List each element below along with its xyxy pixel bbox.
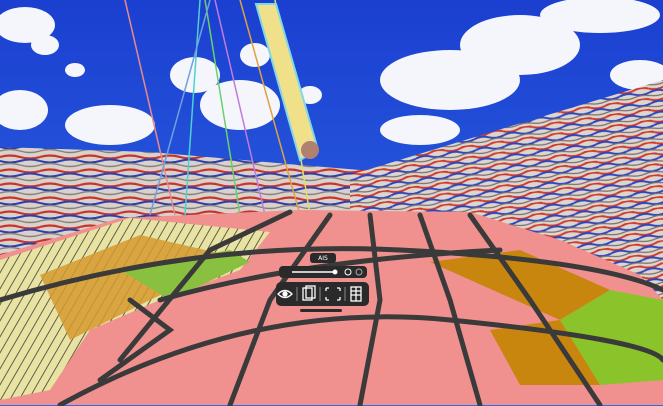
view-button-pupil <box>282 291 288 297</box>
surface-grid <box>0 209 663 406</box>
toolbar-label: AIS <box>318 255 328 262</box>
well-tip <box>301 141 319 159</box>
copy-button[interactable] <box>302 287 313 301</box>
icon-bar <box>276 282 369 306</box>
icon-separators <box>296 287 346 301</box>
clouds <box>0 0 663 145</box>
view-button[interactable] <box>277 289 293 299</box>
copy-button-back <box>305 285 316 299</box>
slider-option[interactable] <box>355 268 363 276</box>
focus-button[interactable] <box>325 287 341 301</box>
toolbar: AIS <box>276 253 369 312</box>
grid-button-lines <box>351 287 361 301</box>
toolbar-handle[interactable] <box>300 309 342 312</box>
surface-green <box>560 290 663 385</box>
slider-reset[interactable] <box>344 268 352 276</box>
toolbar-label-bg <box>310 253 336 263</box>
slider-thumb[interactable] <box>332 269 338 275</box>
surface-orange-2 <box>490 320 600 385</box>
strata-green <box>120 250 250 300</box>
